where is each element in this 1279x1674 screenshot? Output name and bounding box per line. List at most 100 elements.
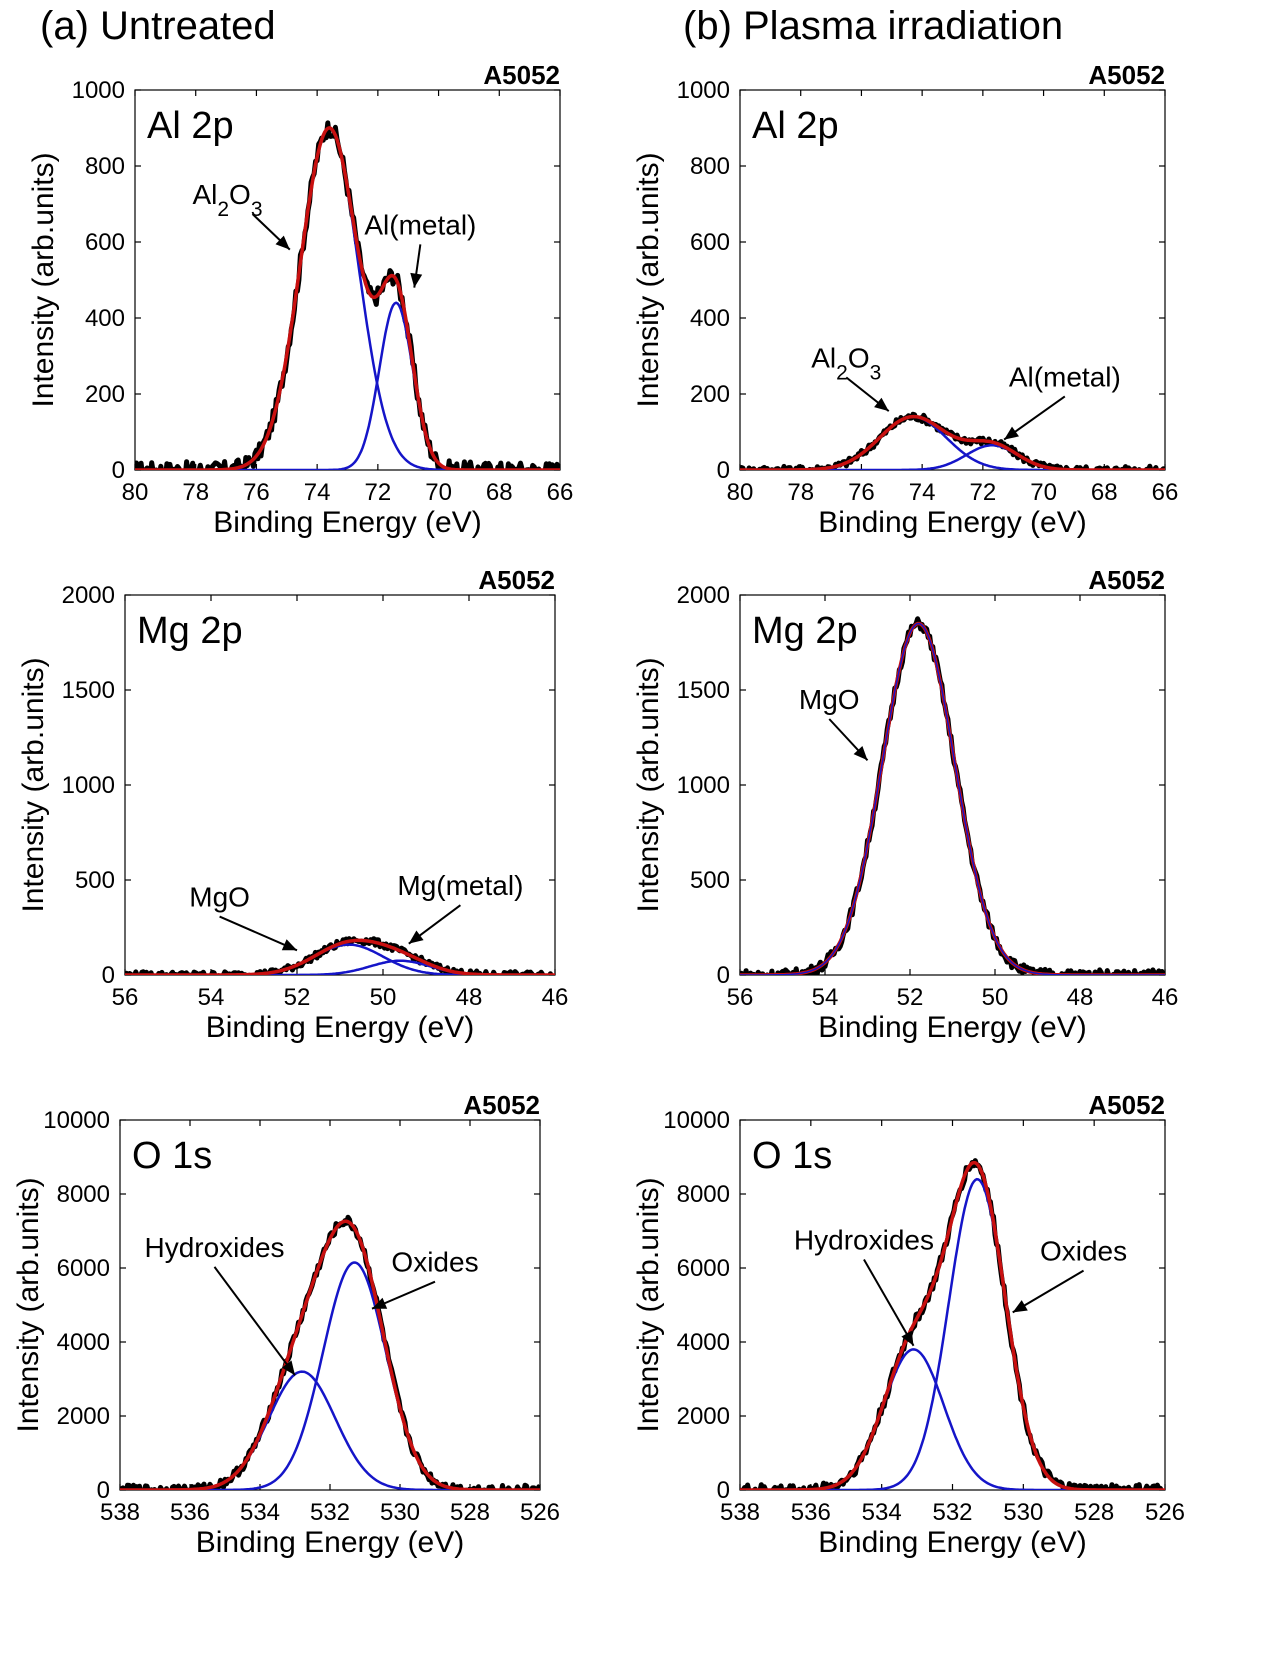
peak-annotation: Oxides — [1040, 1236, 1127, 1267]
series-component-peak — [135, 301, 560, 470]
annotation-arrow-line — [219, 915, 298, 952]
x-tick-label: 76 — [243, 479, 270, 506]
column-title-plasma: (b) Plasma irradiation — [683, 4, 1064, 48]
x-tick-label: 66 — [547, 479, 574, 506]
annotation-arrow-head — [901, 1330, 914, 1346]
region-label: Mg 2p — [752, 610, 858, 652]
annotation-arrow-head — [281, 1360, 295, 1376]
y-tick-label: 1500 — [62, 677, 115, 704]
series-component-overlay — [740, 622, 1165, 975]
y-tick-label: 200 — [85, 381, 125, 408]
curves-group — [740, 1158, 1165, 1490]
annotation-arrow-head — [410, 272, 423, 288]
plot-group: 538 536 534 532 530 528 526 0 2000 4000 6000 8000 10… — [632, 1090, 1185, 1559]
curves-group — [740, 411, 1165, 470]
x-tick-label: 72 — [970, 479, 997, 506]
y-tick-label: 800 — [85, 153, 125, 180]
y-tick-label: 0 — [717, 1477, 730, 1504]
curves-group — [135, 120, 560, 470]
chart-o1s-plasma: 538 536 534 532 530 528 526 0 2000 4000 6000 8000 10… — [632, 1090, 1185, 1559]
plot-group: 56 54 52 50 48 46 0 500 1000 1500 2000 Binding Ener… — [632, 565, 1178, 1044]
series-envelope-fit — [740, 414, 1165, 470]
y-tick-label: 6000 — [57, 1255, 110, 1282]
x-tick-label: 528 — [1074, 1499, 1114, 1526]
y-tick-label: 200 — [690, 381, 730, 408]
x-tick-label: 526 — [520, 1499, 560, 1526]
series-envelope-fit — [120, 1219, 540, 1490]
x-tick-label: 528 — [450, 1499, 490, 1526]
chart-mg2p-untreated: 56 54 52 50 48 46 0 500 1000 1500 2000 Binding Ener… — [17, 565, 568, 1044]
x-tick-label: 66 — [1152, 479, 1179, 506]
x-tick-label: 48 — [456, 984, 483, 1011]
y-axis-label: Intensity (arb.units) — [632, 152, 665, 407]
x-tick-label: 52 — [284, 984, 311, 1011]
sample-label: A5052 — [1088, 60, 1165, 90]
series-component-peak — [740, 444, 1165, 470]
x-tick-label: 50 — [370, 984, 397, 1011]
y-tick-label: 500 — [690, 867, 730, 894]
y-tick-label: 1000 — [677, 77, 730, 104]
series-measured — [120, 1214, 540, 1490]
y-axis-label: Intensity (arb.units) — [632, 657, 665, 912]
x-tick-label: 74 — [909, 479, 936, 506]
curves-group — [125, 936, 555, 975]
annotation-arrow-head — [1004, 426, 1019, 440]
y-tick-label: 10000 — [43, 1107, 110, 1134]
y-axis-label: Intensity (arb.units) — [17, 657, 50, 912]
x-tick-label: 46 — [542, 984, 569, 1011]
y-tick-label: 600 — [690, 229, 730, 256]
x-tick-label: 72 — [365, 479, 392, 506]
y-tick-label: 500 — [75, 867, 115, 894]
plot-group: 80 78 76 74 72 70 68 66 0 200 400 600 800 1000 Binding… — [27, 60, 573, 539]
peak-annotation: Al2O3 — [811, 342, 881, 384]
series-measured — [135, 120, 560, 470]
region-label: Mg 2p — [137, 610, 243, 652]
series-component-peak — [120, 1261, 540, 1490]
y-axis-label: Intensity (arb.units) — [632, 1177, 665, 1432]
annotation-arrow-head — [275, 235, 290, 250]
x-tick-label: 526 — [1145, 1499, 1185, 1526]
x-tick-label: 76 — [848, 479, 875, 506]
x-tick-label: 534 — [240, 1499, 280, 1526]
plot-frame — [124, 594, 556, 976]
x-tick-label: 532 — [310, 1499, 350, 1526]
y-tick-label: 0 — [102, 962, 115, 989]
peak-annotation: Al(metal) — [1009, 361, 1121, 392]
x-tick-label: 78 — [787, 479, 814, 506]
plot-group: 56 54 52 50 48 46 0 500 1000 1500 2000 Binding Ener… — [17, 565, 568, 1044]
x-axis-label: Binding Energy (eV) — [206, 1011, 474, 1044]
sample-label: A5052 — [1088, 565, 1165, 595]
peak-annotation: MgO — [189, 882, 250, 913]
series-envelope-fit — [740, 621, 1165, 975]
peak-annotation: Mg(metal) — [397, 870, 523, 901]
region-label: O 1s — [752, 1135, 832, 1177]
y-tick-label: 2000 — [57, 1403, 110, 1430]
y-tick-label: 1000 — [677, 772, 730, 799]
x-tick-label: 538 — [720, 1499, 760, 1526]
y-tick-label: 8000 — [57, 1181, 110, 1208]
y-tick-label: 4000 — [677, 1329, 730, 1356]
y-tick-label: 2000 — [677, 1403, 730, 1430]
y-axis-label: Intensity (arb.units) — [27, 152, 60, 407]
y-tick-label: 10000 — [663, 1107, 730, 1134]
x-tick-label: 70 — [1030, 479, 1057, 506]
x-tick-label: 536 — [791, 1499, 831, 1526]
x-tick-label: 536 — [170, 1499, 210, 1526]
y-tick-label: 0 — [97, 1477, 110, 1504]
annotation-arrow-line — [213, 1266, 296, 1376]
region-label: O 1s — [132, 1135, 212, 1177]
plot-frame — [739, 594, 1166, 976]
series-envelope-fit — [740, 1160, 1165, 1490]
annotation-arrow-head — [372, 1297, 388, 1309]
x-axis-label: Binding Energy (eV) — [818, 1526, 1086, 1559]
y-tick-label: 1000 — [72, 77, 125, 104]
region-label: Al 2p — [752, 105, 839, 147]
x-axis-label: Binding Energy (eV) — [818, 1011, 1086, 1044]
y-tick-label: 400 — [690, 305, 730, 332]
sample-label: A5052 — [478, 565, 555, 595]
x-tick-label: 532 — [932, 1499, 972, 1526]
x-tick-label: 530 — [1003, 1499, 1043, 1526]
x-tick-label: 68 — [486, 479, 513, 506]
series-component-peak — [125, 943, 555, 975]
x-tick-label: 74 — [304, 479, 331, 506]
